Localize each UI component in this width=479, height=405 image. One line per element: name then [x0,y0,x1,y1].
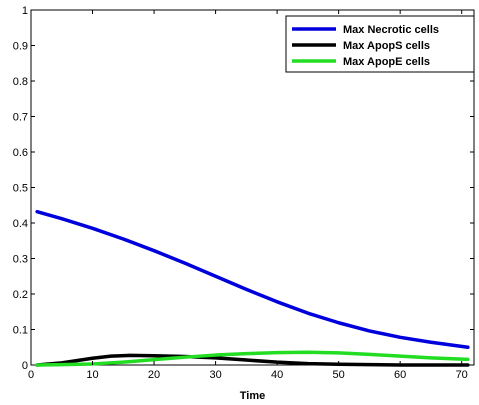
legend: Max Necrotic cells Max ApopS cells Max Apo… [285,15,475,73]
legend-label: Max ApopS cells [343,40,430,52]
x-axis-ticks: 0 10 20 30 40 50 60 70 [28,10,468,381]
x-tick-label: 50 [333,369,345,381]
x-tick-label: 70 [456,369,468,381]
x-tick-label: 10 [86,369,98,381]
y-tick-label: 0.5 [13,183,28,195]
y-tick-label: 1 [22,5,28,17]
legend-label: Max Necrotic cells [343,24,439,36]
series-line-1 [35,353,470,367]
y-tick-label: 0.3 [13,254,28,266]
series-layer [35,209,470,367]
y-tick-label: 0.2 [13,289,28,301]
x-tick-label: 20 [148,369,160,381]
series-line-2 [35,350,470,367]
y-tick-label: 0 [22,360,28,372]
y-tick-label: 0.1 [13,325,28,337]
x-tick-label: 60 [394,369,406,381]
series-line-0 [35,209,470,349]
y-tick-label: 0.4 [13,218,28,230]
y-tick-label: 0.6 [13,147,28,159]
x-tick-label: 30 [209,369,221,381]
y-tick-label: 0.9 [13,41,28,53]
legend-label: Max ApopE cells [343,56,430,68]
y-tick-label: 0.7 [13,112,28,124]
y-axis-ticks: 0 0.1 0.2 0.3 0.4 0.5 0.6 0.7 0.8 0.9 1 [13,5,474,372]
y-tick-label: 0.8 [13,76,28,88]
x-axis-label: Time [240,390,265,402]
x-tick-label: 40 [271,369,283,381]
x-tick-label: 0 [28,369,34,381]
